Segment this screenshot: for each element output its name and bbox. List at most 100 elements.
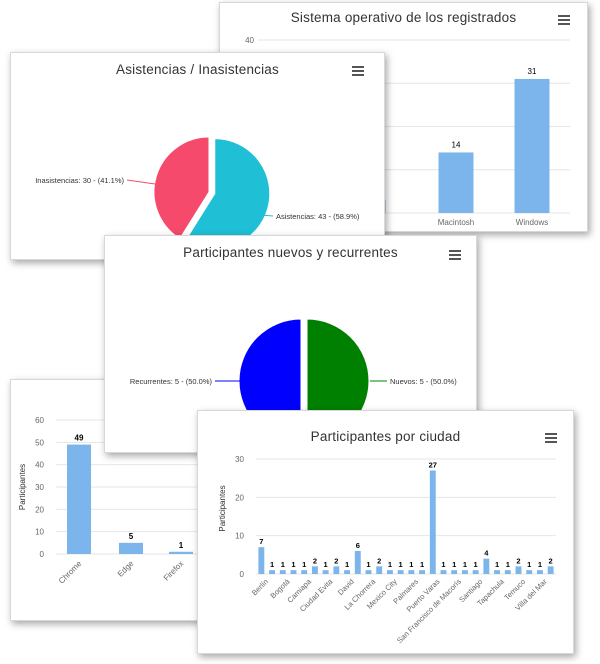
os-bar (514, 78, 550, 213)
ciudad-data-label: 1 (345, 560, 349, 569)
ciudad-bar (440, 570, 447, 574)
browser-bar (169, 551, 193, 554)
browser-ytick-label: 0 (40, 550, 45, 559)
ciudad-bar (269, 570, 276, 574)
browser-bar (119, 542, 143, 554)
ciudad-data-label: 1 (474, 560, 478, 569)
ciudad-bar (386, 570, 393, 574)
browser-ytick-label: 30 (35, 483, 44, 492)
browser-data-label: 5 (129, 532, 134, 541)
ciudad-data-label: 1 (324, 560, 328, 569)
ciudad-data-label: 2 (549, 556, 553, 565)
ciudad-bar (258, 547, 265, 574)
participantes-chart-title: Participantes nuevos y recurrentes (183, 245, 398, 260)
ciudad-data-label: 1 (527, 560, 531, 569)
browser-xtick-label: Chrome (57, 559, 84, 586)
ciudad-bar (279, 570, 286, 574)
ciudad-bar (397, 570, 404, 574)
ciudad-ylabel: Participantes (218, 485, 227, 531)
ciudad-chart-title: Participantes por ciudad (310, 429, 461, 444)
browser-ytick-label: 60 (35, 416, 44, 425)
ciudad-data-label: 1 (409, 560, 413, 569)
browser-data-label: 1 (179, 541, 184, 550)
ciudad-bar (419, 570, 426, 574)
ciudad-data-label: 1 (281, 560, 285, 569)
os-chart-title: Sistema operativo de los registrados (290, 10, 517, 25)
ciudad-data-label: 7 (259, 537, 263, 546)
participantes-chart-menu-icon[interactable] (449, 250, 461, 260)
ciudad-data-label: 6 (356, 541, 360, 550)
browser-data-label: 49 (75, 434, 84, 443)
ciudad-ytick-label: 30 (235, 455, 244, 464)
ciudad-xtick-label: Berlín (250, 577, 270, 597)
ciudad-data-label: 1 (506, 560, 510, 569)
ciudad-data-label: 1 (302, 560, 306, 569)
ciudad-data-label: 1 (495, 560, 499, 569)
os-data-label: 14 (452, 140, 461, 149)
ciudad-bar (547, 566, 554, 574)
asistencias-slice-label: Asistencias: 43 - (58.9%) (276, 212, 360, 221)
ciudad-bar (536, 570, 543, 574)
ciudad-bar (526, 570, 533, 574)
ciudad-bar (429, 470, 436, 574)
ciudad-bar (301, 570, 308, 574)
ciudad-data-label: 1 (538, 560, 542, 569)
asistencias-chart-card: Asistencias / Inasistencias Inasistencia… (10, 52, 385, 260)
ciudad-bar (365, 570, 372, 574)
ciudad-data-label: 2 (313, 556, 317, 565)
os-ytick-label: 40 (245, 36, 254, 45)
ciudad-bar (333, 566, 340, 574)
asistencias-slice-inasistencias (153, 136, 210, 240)
ciudad-bar (494, 570, 501, 574)
os-chart-menu-icon[interactable] (558, 15, 570, 25)
ciudad-data-label: 1 (452, 560, 456, 569)
asistencias-slice-label: Inasistencias: 30 - (41.1%) (35, 176, 124, 185)
browser-ytick-label: 20 (35, 505, 44, 514)
ciudad-data-label: 1 (366, 560, 370, 569)
browser-xtick-label: Firefox (162, 559, 186, 583)
ciudad-bar (344, 570, 351, 574)
ciudad-bar (311, 566, 318, 574)
participantes-slice-label: Nuevos: 5 - (50.0%) (390, 377, 457, 386)
ciudad-bar (451, 570, 458, 574)
asistencias-connector (259, 214, 274, 217)
ciudad-data-label: 1 (463, 560, 467, 569)
ciudad-bar (408, 570, 415, 574)
os-xtick-label: Windows (516, 218, 548, 227)
browser-xtick-label: Edge (116, 559, 136, 579)
ciudad-data-label: 1 (441, 560, 445, 569)
ciudad-data-label: 1 (420, 560, 424, 569)
os-data-label: 31 (528, 67, 537, 76)
ciudad-bar (515, 566, 522, 574)
ciudad-ytick-label: 10 (235, 532, 244, 541)
browser-ytick-label: 40 (35, 461, 44, 470)
ciudad-data-label: 4 (484, 549, 489, 558)
browser-bar (67, 444, 91, 554)
browser-ylabel: Participantes (18, 464, 27, 510)
ciudad-bar (504, 570, 511, 574)
ciudad-bar (461, 570, 468, 574)
ciudad-data-label: 1 (399, 560, 403, 569)
ciudad-bar (483, 558, 490, 574)
ciudad-ytick-label: 0 (240, 570, 245, 579)
asistencias-pie-chart: Inasistencias: 30 - (41.1%) Asistencias: … (35, 136, 360, 250)
ciudad-bar (472, 570, 479, 574)
ciudad-bar (290, 570, 297, 574)
asistencias-chart-menu-icon[interactable] (352, 66, 364, 76)
ciudad-chart-card: Participantes por ciudad 0 10 20 30 Particip… (197, 410, 574, 654)
ciudad-data-label: 2 (516, 556, 520, 565)
os-bar (438, 152, 474, 213)
ciudad-data-label: 2 (334, 556, 338, 565)
ciudad-data-label: 27 (429, 461, 437, 470)
participantes-slice-label: Recurrentes: 5 - (50.0%) (130, 377, 213, 386)
ciudad-data-label: 1 (291, 560, 295, 569)
ciudad-data-label: 1 (270, 560, 274, 569)
ciudad-bar (322, 570, 329, 574)
asistencias-chart-title: Asistencias / Inasistencias (116, 62, 279, 77)
ciudad-chart-menu-icon[interactable] (545, 433, 557, 443)
ciudad-data-label: 2 (377, 556, 381, 565)
os-xtick-label: Macintosh (438, 218, 474, 227)
browser-ytick-label: 10 (35, 528, 44, 537)
ciudad-bar (354, 551, 361, 574)
